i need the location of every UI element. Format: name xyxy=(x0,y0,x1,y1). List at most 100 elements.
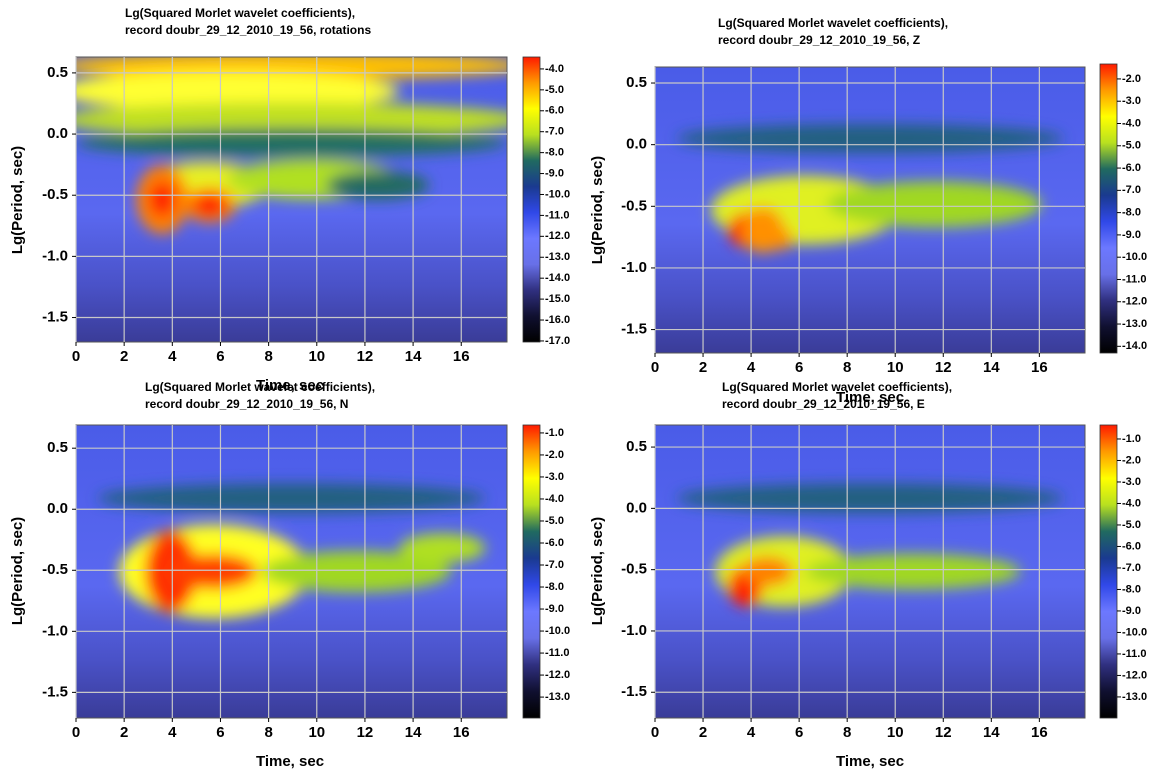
heatmap xyxy=(655,425,1085,718)
x-tick-label: 14 xyxy=(983,724,1000,741)
y-tick-label: 0.5 xyxy=(626,74,647,91)
colorbar-tick-label: -13.0 xyxy=(1122,318,1147,330)
x-axis-label: Time, sec xyxy=(256,377,324,394)
colorbar-tick-label: -5.0 xyxy=(545,84,564,96)
colorbar-tick-label: -10.0 xyxy=(1122,626,1147,638)
chart-title: Lg(Squared Morlet wavelet coefficients), xyxy=(722,380,952,394)
colorbar-tick-label: -2.0 xyxy=(1122,454,1141,466)
x-tick-label: 2 xyxy=(120,348,128,365)
colorbar-tick-label: -2.0 xyxy=(545,449,564,461)
chart-title: record doubr_29_12_2010_19_56, Z xyxy=(718,33,920,47)
colorbar-tick-label: -4.0 xyxy=(1122,117,1141,129)
colorbar-tick-label: -8.0 xyxy=(1122,207,1141,219)
colorbar-tick-label: -7.0 xyxy=(1122,562,1141,574)
colorbar-tick-label: -6.0 xyxy=(545,105,564,117)
x-tick-label: 6 xyxy=(216,724,224,741)
colorbar-tick-label: -4.0 xyxy=(545,493,564,505)
y-tick-label: -1.5 xyxy=(621,683,647,700)
x-tick-label: 4 xyxy=(168,348,177,365)
x-tick-label: 4 xyxy=(747,724,756,741)
colorbar-tick-label: -6.0 xyxy=(1122,540,1141,552)
colorbar-tick-label: -6.0 xyxy=(1122,162,1141,174)
y-tick-label: 0.0 xyxy=(47,125,68,142)
colorbar-tick-label: -8.0 xyxy=(545,147,564,159)
chart-title: record doubr_29_12_2010_19_56, E xyxy=(722,397,925,411)
colorbar-tick-label: -9.0 xyxy=(545,167,564,179)
y-tick-label: -0.5 xyxy=(42,561,68,578)
colorbar-tick-label: -11.0 xyxy=(545,647,569,659)
colorbar-tick-label: -8.0 xyxy=(1122,583,1141,595)
y-axis-label: Lg(Period, sec) xyxy=(9,517,26,625)
x-tick-label: 10 xyxy=(887,724,904,741)
colorbar-tick-label: -15.0 xyxy=(545,293,570,305)
colorbar-tick-label: -16.0 xyxy=(545,314,570,326)
colorbar-tick-label: -17.0 xyxy=(545,335,570,347)
x-tick-label: 14 xyxy=(405,348,422,365)
colorbar-tick-label: -2.0 xyxy=(1122,73,1141,85)
colorbar-tick-label: -13.0 xyxy=(545,251,570,263)
heatmap-blob xyxy=(766,227,793,251)
heatmap-blob xyxy=(399,533,486,563)
y-axis-label: Lg(Period, sec) xyxy=(589,156,606,264)
colorbar xyxy=(1099,424,1118,719)
colorbar-tick-label: -14.0 xyxy=(1122,340,1147,352)
heatmap-blob xyxy=(149,182,176,217)
heatmap-blob xyxy=(805,553,1021,590)
x-tick-label: 0 xyxy=(651,724,659,741)
x-tick-label: 4 xyxy=(168,724,177,741)
colorbar-tick-label: -5.0 xyxy=(1122,519,1141,531)
colorbar-tick-label: -5.0 xyxy=(1122,140,1141,152)
colorbar-tick-label: -3.0 xyxy=(1122,476,1141,488)
y-tick-label: 0.0 xyxy=(626,136,647,153)
x-tick-label: 12 xyxy=(357,348,374,365)
heatmap-blob xyxy=(676,483,1064,513)
heatmap-blob xyxy=(676,124,1064,153)
colorbar-tick-label: -10.0 xyxy=(1122,251,1147,263)
colorbar-tick-label: -12.0 xyxy=(1122,669,1147,681)
colorbar-tick-label: -7.0 xyxy=(545,126,564,138)
y-axis-label: Lg(Period, sec) xyxy=(9,146,26,254)
x-tick-label: 14 xyxy=(405,724,422,741)
colorbar-tick-label: -10.0 xyxy=(545,188,570,200)
x-tick-label: 8 xyxy=(264,724,272,741)
colorbar-tick-label: -14.0 xyxy=(545,272,570,284)
heatmap-blob xyxy=(261,550,451,593)
y-tick-label: 0.0 xyxy=(47,500,68,517)
colorbar-tick-label: -5.0 xyxy=(545,515,564,527)
colorbar-tick-label: -3.0 xyxy=(1122,95,1141,107)
x-tick-label: 6 xyxy=(795,724,803,741)
y-tick-label: -1.0 xyxy=(42,622,68,639)
x-tick-label: 6 xyxy=(216,348,224,365)
heatmap-blob xyxy=(76,128,507,157)
heatmap-texture xyxy=(76,57,507,234)
colorbar xyxy=(1099,63,1118,354)
heatmap-texture xyxy=(97,483,486,619)
y-tick-label: -1.5 xyxy=(42,683,68,700)
x-tick-label: 8 xyxy=(843,724,851,741)
x-tick-label: 16 xyxy=(1031,359,1048,376)
x-tick-label: 14 xyxy=(983,359,1000,376)
colorbar-tick-label: -11.0 xyxy=(1122,273,1146,285)
y-tick-label: -1.0 xyxy=(621,259,647,276)
y-tick-label: 0.0 xyxy=(626,499,647,516)
heatmap-blob xyxy=(194,193,225,217)
x-tick-label: 12 xyxy=(935,724,952,741)
y-tick-label: 0.5 xyxy=(47,64,68,81)
colorbar-tick-label: -8.0 xyxy=(545,581,564,593)
chart-title: record doubr_29_12_2010_19_56, rotations xyxy=(125,23,371,37)
heatmap-texture xyxy=(676,124,1064,253)
x-tick-label: 10 xyxy=(308,348,325,365)
x-tick-label: 2 xyxy=(120,724,128,741)
x-tick-label: 2 xyxy=(699,724,707,741)
y-tick-label: 0.5 xyxy=(626,438,647,455)
y-tick-label: -0.5 xyxy=(621,561,647,578)
colorbar-tick-label: -7.0 xyxy=(1122,184,1141,196)
x-tick-label: 0 xyxy=(72,348,80,365)
colorbar-tick-label: -13.0 xyxy=(545,691,570,703)
colorbar-tick-label: -11.0 xyxy=(1122,648,1146,660)
colorbar-tick-label: -11.0 xyxy=(545,209,569,221)
x-axis-label: Time, sec xyxy=(256,753,324,770)
colorbar-tick-label: -12.0 xyxy=(545,230,570,242)
y-axis-label: Lg(Period, sec) xyxy=(589,517,606,625)
